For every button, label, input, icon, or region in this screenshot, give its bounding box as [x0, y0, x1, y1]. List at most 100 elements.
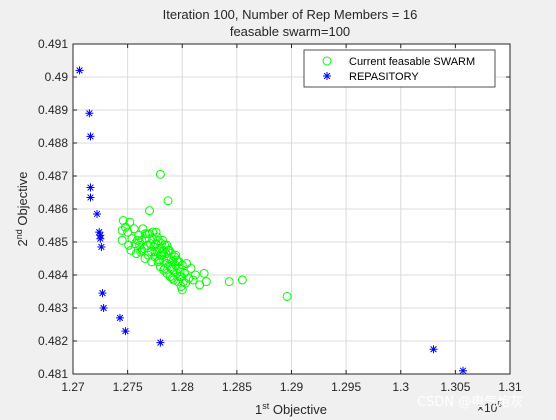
y-tick-label: 0.483	[38, 301, 68, 315]
x-tick-labels: 1.27 1.275 1.28 1.285 1.29 1.295 1.3 1.305 1.31	[61, 380, 522, 394]
swarm-point	[190, 270, 200, 280]
swarm-point	[147, 247, 157, 257]
swarm-point	[117, 235, 127, 245]
y-tick-label: 0.488	[38, 136, 68, 150]
swarm-point	[163, 196, 173, 206]
x-tick-label: 1.295	[331, 380, 361, 394]
swarm-point	[139, 244, 149, 254]
swarm-point	[126, 245, 136, 255]
legend-asterisk-glyph	[323, 72, 331, 80]
repository-point	[75, 66, 84, 75]
repository-point	[86, 132, 95, 141]
repository-point	[95, 228, 104, 237]
x-label-superscript: st	[262, 401, 270, 411]
repository-point	[459, 366, 468, 375]
repository-point	[86, 183, 95, 192]
swarm-point	[156, 250, 166, 260]
x-tick-label: 1.3	[392, 380, 409, 394]
repository-series	[75, 66, 468, 375]
swarm-point	[166, 263, 176, 273]
x-tick-label: 1.28	[171, 380, 195, 394]
legend-repository-label: REPASITORY	[349, 71, 419, 83]
x-tick-label: 1.31	[498, 380, 522, 394]
swarm-point	[282, 291, 292, 301]
swarm-point	[175, 267, 185, 277]
swarm-point	[164, 245, 174, 255]
x-exponent-base: ×10	[477, 401, 498, 415]
swarm-point	[178, 277, 188, 287]
swarm-point	[162, 240, 172, 250]
repository-point	[99, 304, 108, 312]
swarm-point	[165, 262, 175, 272]
y-tick-label: 0.491	[38, 37, 68, 51]
legend-swarm-marker	[322, 56, 332, 66]
swarm-point	[176, 272, 186, 282]
axes-box	[72, 43, 511, 375]
repository-point	[121, 327, 130, 336]
swarm-point	[199, 268, 209, 278]
repository-point	[98, 289, 107, 298]
swarm-point	[136, 247, 146, 257]
swarm-point	[152, 232, 162, 242]
swarm-point	[132, 235, 142, 245]
x-exponent-label: ×105	[477, 400, 502, 415]
swarm-point	[224, 277, 234, 287]
y-tick-labels: 0.481 0.482 0.483 0.484 0.485 0.486 0.487 0.488…	[38, 37, 68, 381]
repository-point	[115, 313, 124, 322]
swarm-point	[129, 224, 139, 234]
x-tick-label: 1.27	[61, 380, 85, 394]
swarm-point	[181, 278, 191, 288]
legend-swarm-label: Current feasable SWARM	[349, 56, 475, 68]
y-tick-label: 0.484	[38, 268, 68, 282]
chart-subtitle: feasable swarm=100	[230, 24, 350, 39]
swarm-point	[117, 225, 127, 235]
swarm-point	[131, 249, 141, 259]
swarm-point	[201, 277, 211, 287]
y-tick-label: 0.49	[45, 70, 69, 84]
swarm-point	[154, 255, 164, 265]
repository-point	[85, 109, 94, 118]
swarm-point	[174, 257, 184, 267]
swarm-point	[177, 260, 187, 270]
x-label-base: 1	[255, 402, 262, 417]
swarm-point	[167, 273, 177, 283]
repository-point	[96, 234, 105, 243]
watermark: CSDN @电气炮灰	[417, 394, 523, 410]
repository-point	[93, 209, 102, 218]
repository-point	[156, 338, 165, 347]
repository-point	[86, 193, 95, 202]
swarm-series	[117, 169, 292, 301]
swarm-point	[188, 275, 198, 285]
legend-box	[303, 49, 496, 88]
swarm-point	[125, 217, 135, 227]
x-tick-label: 1.275	[113, 380, 143, 394]
swarm-point	[237, 275, 247, 285]
y-tick-label: 0.485	[38, 235, 68, 249]
y-label-base: 2	[15, 239, 30, 246]
x-axis-label: 1st Objective	[255, 401, 327, 417]
swarm-point	[134, 230, 144, 240]
y-tick-label: 0.481	[38, 367, 68, 381]
y-label-text: Objective	[15, 171, 30, 229]
x-label-text: Objective	[269, 402, 327, 417]
swarm-point	[172, 255, 182, 265]
legend-repository-marker	[323, 72, 331, 80]
swarm-point	[142, 229, 152, 239]
x-tick-label: 1.285	[222, 380, 252, 394]
y-tick-label: 0.486	[38, 202, 68, 216]
x-exponent-power: 5	[497, 400, 502, 409]
y-axis-label: 2nd Objective	[14, 171, 30, 246]
y-tick-label: 0.487	[38, 169, 68, 183]
x-tick-label: 1.29	[280, 380, 304, 394]
y-tick-label: 0.482	[38, 334, 68, 348]
y-label-superscript: nd	[14, 229, 24, 239]
repository-point	[97, 242, 106, 251]
swarm-point	[160, 263, 170, 273]
y-tick-label: 0.489	[38, 103, 68, 117]
swarm-point	[155, 169, 165, 179]
swarm-point	[118, 216, 128, 226]
swarm-point	[124, 240, 134, 250]
swarm-point	[144, 206, 154, 216]
x-tick-label: 1.305	[440, 380, 470, 394]
